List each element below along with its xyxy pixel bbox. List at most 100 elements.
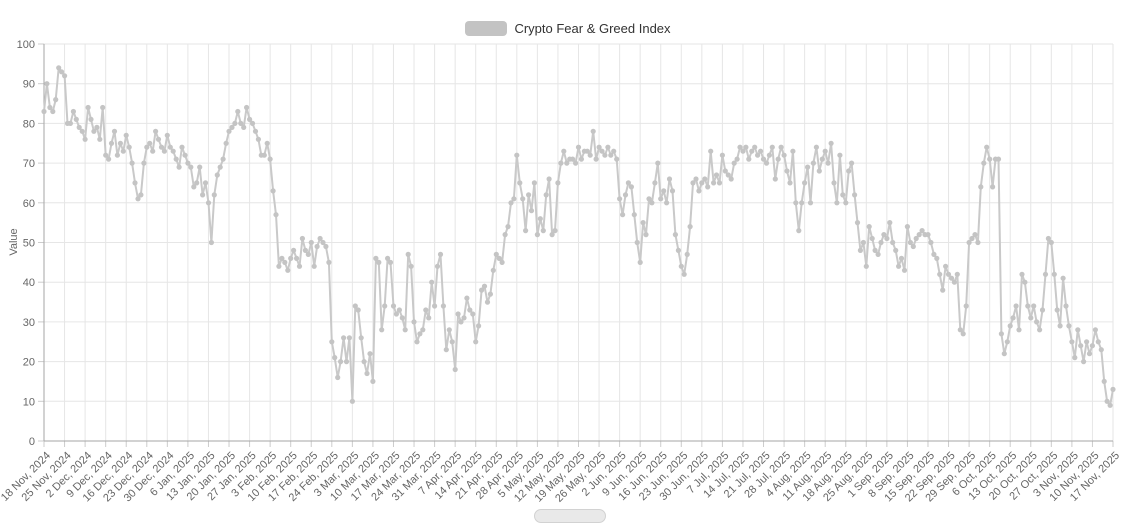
data-point[interactable] — [690, 180, 696, 186]
data-point[interactable] — [825, 160, 831, 166]
data-point[interactable] — [308, 239, 314, 246]
data-point[interactable] — [558, 160, 564, 166]
data-point[interactable] — [990, 184, 996, 190]
data-point[interactable] — [41, 108, 47, 115]
data-point[interactable] — [479, 287, 485, 293]
data-point[interactable] — [622, 192, 629, 198]
data-point[interactable] — [208, 239, 214, 246]
data-point[interactable] — [467, 307, 473, 313]
data-point[interactable] — [1075, 327, 1081, 333]
data-point[interactable] — [476, 323, 482, 329]
data-point[interactable] — [329, 339, 335, 345]
data-point[interactable] — [1066, 323, 1072, 329]
data-point[interactable] — [305, 251, 311, 257]
data-point[interactable] — [385, 255, 391, 261]
data-point[interactable] — [473, 339, 479, 345]
data-point[interactable] — [361, 359, 367, 365]
data-point[interactable] — [440, 303, 446, 309]
data-point[interactable] — [684, 251, 690, 257]
data-point[interactable] — [434, 263, 441, 269]
data-point[interactable] — [167, 144, 173, 150]
data-point[interactable] — [508, 200, 514, 206]
data-point[interactable] — [943, 263, 949, 269]
data-point[interactable] — [267, 156, 273, 162]
data-point[interactable] — [881, 232, 887, 238]
data-point[interactable] — [611, 148, 617, 154]
data-point[interactable] — [405, 251, 411, 257]
data-point[interactable] — [975, 239, 981, 246]
data-point[interactable] — [634, 239, 640, 246]
data-point[interactable] — [1028, 315, 1034, 321]
data-point[interactable] — [44, 81, 50, 87]
data-point[interactable] — [919, 228, 925, 234]
data-point[interactable] — [158, 144, 165, 150]
data-point[interactable] — [869, 235, 875, 242]
data-point[interactable] — [490, 267, 496, 273]
data-point[interactable] — [769, 144, 775, 150]
data-point[interactable] — [1004, 339, 1010, 345]
data-point[interactable] — [123, 132, 129, 138]
data-point[interactable] — [106, 156, 112, 162]
data-point[interactable] — [67, 120, 73, 126]
data-point[interactable] — [382, 303, 388, 309]
data-point[interactable] — [896, 263, 902, 269]
data-point[interactable] — [200, 192, 206, 198]
data-point[interactable] — [1013, 303, 1019, 309]
data-point[interactable] — [743, 144, 749, 150]
data-point[interactable] — [47, 104, 53, 111]
data-point[interactable] — [487, 291, 493, 297]
data-point[interactable] — [62, 73, 68, 79]
data-point[interactable] — [805, 164, 811, 170]
data-point[interactable] — [414, 339, 420, 345]
data-point[interactable] — [1001, 351, 1007, 357]
data-point[interactable] — [675, 247, 682, 253]
data-point[interactable] — [526, 192, 532, 198]
data-point[interactable] — [655, 160, 661, 166]
data-point[interactable] — [575, 144, 582, 150]
data-point[interactable] — [514, 152, 520, 158]
data-point[interactable] — [843, 200, 849, 206]
data-point[interactable] — [153, 128, 159, 134]
data-point[interactable] — [338, 359, 344, 365]
data-point[interactable] — [593, 156, 599, 162]
data-point[interactable] — [778, 144, 784, 150]
data-point[interactable] — [666, 176, 673, 182]
data-point[interactable] — [1034, 319, 1040, 325]
data-point[interactable] — [705, 184, 711, 190]
data-point[interactable] — [810, 160, 817, 166]
data-point[interactable] — [793, 200, 799, 206]
data-point[interactable] — [1084, 339, 1090, 345]
data-point[interactable] — [226, 128, 232, 134]
data-point[interactable] — [802, 180, 808, 186]
data-point[interactable] — [502, 232, 508, 238]
data-point[interactable] — [138, 192, 144, 198]
data-point[interactable] — [270, 188, 276, 194]
data-point[interactable] — [1086, 351, 1093, 357]
data-point[interactable] — [211, 192, 217, 198]
data-point[interactable] — [144, 144, 150, 150]
data-point[interactable] — [937, 271, 943, 277]
data-point[interactable] — [1092, 327, 1098, 333]
data-point[interactable] — [103, 152, 109, 158]
data-point[interactable] — [247, 116, 253, 122]
data-point[interactable] — [79, 128, 85, 134]
data-point[interactable] — [188, 164, 194, 170]
data-point[interactable] — [1081, 359, 1087, 365]
data-point[interactable] — [173, 156, 179, 162]
data-point[interactable] — [458, 319, 464, 325]
data-point[interactable] — [708, 148, 714, 154]
data-point[interactable] — [840, 192, 846, 198]
data-point[interactable] — [249, 120, 256, 126]
data-point[interactable] — [244, 104, 250, 111]
data-point[interactable] — [1069, 339, 1075, 345]
data-point[interactable] — [904, 224, 911, 230]
data-point[interactable] — [194, 180, 200, 186]
data-point[interactable] — [373, 255, 379, 261]
data-point[interactable] — [432, 303, 438, 309]
data-point[interactable] — [940, 287, 946, 293]
data-point[interactable] — [470, 311, 476, 317]
data-point[interactable] — [887, 220, 893, 226]
data-point[interactable] — [1072, 355, 1078, 361]
data-point[interactable] — [443, 347, 449, 353]
data-point[interactable] — [76, 124, 82, 130]
